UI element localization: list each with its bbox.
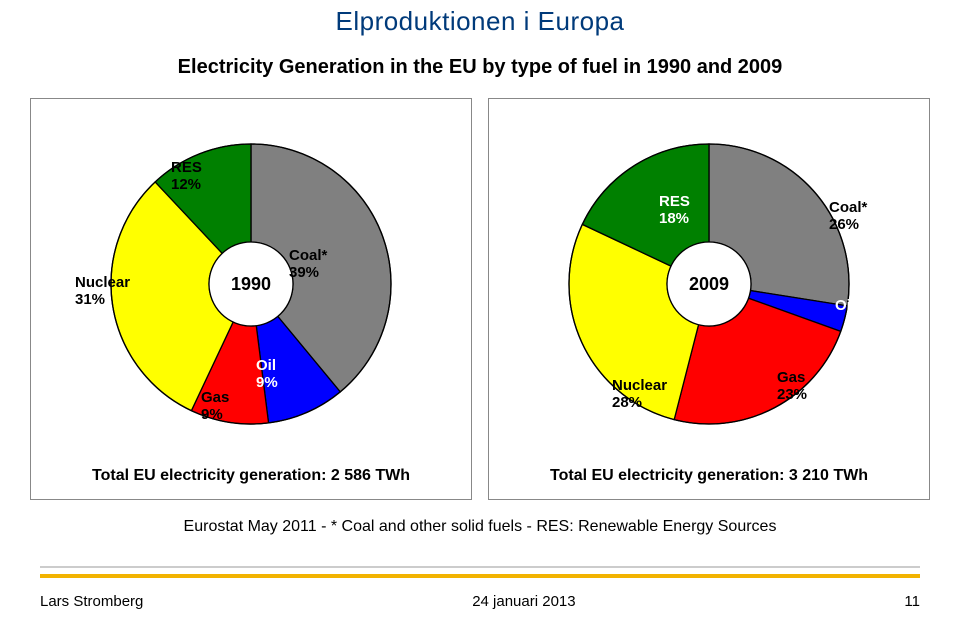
slide-title: Elproduktionen i Europa (0, 6, 960, 37)
footer-author: Lars Stromberg (40, 593, 143, 610)
pie-year-label: 1990 (231, 274, 271, 294)
source-note: Eurostat May 2011 - * Coal and other sol… (0, 518, 960, 536)
slice-label-Oil: Oil9% (256, 357, 278, 392)
pie-chart-2009: 2009 (544, 119, 874, 449)
slice-label-Gas: Gas23% (777, 369, 807, 404)
slice-label-Coalstar: Coal*39% (289, 247, 327, 282)
panel-total-1990: Total EU electricity generation: 2 586 T… (31, 467, 471, 485)
slice-label-Nuclear: Nuclear31% (75, 274, 130, 309)
pie-panel-2009: 2009 Coal*26% Oil 3% Gas23% Nuclear28% RES18%… (488, 98, 930, 500)
slice-label-Oil: Oil 3% (835, 297, 881, 314)
slice-label-RES: RES12% (171, 159, 202, 194)
slice-label-Coalstar: Coal*26% (829, 199, 867, 234)
footer-page: 11 (904, 593, 920, 610)
footer: Lars Stromberg 24 januari 2013 11 (40, 584, 920, 610)
panel-total-2009: Total EU electricity generation: 3 210 T… (489, 467, 929, 485)
slice-label-Gas: Gas9% (201, 389, 229, 424)
slice-label-Nuclear: Nuclear28% (612, 377, 667, 412)
footer-date: 24 januari 2013 (472, 593, 575, 610)
pie-year-label: 2009 (689, 274, 729, 294)
pie-row: 1990 Coal*39% Oil9% Gas9% Nuclear31% RES12% To… (0, 98, 960, 500)
slice-label-RES: RES18% (659, 193, 690, 228)
slide-page: Elproduktionen i Europa Electricity Gene… (0, 0, 960, 620)
footer-rule (40, 566, 920, 578)
pie-chart-1990: 1990 (86, 119, 416, 449)
chart-title: Electricity Generation in the EU by type… (0, 56, 960, 79)
pie-panel-1990: 1990 Coal*39% Oil9% Gas9% Nuclear31% RES12% To… (30, 98, 472, 500)
